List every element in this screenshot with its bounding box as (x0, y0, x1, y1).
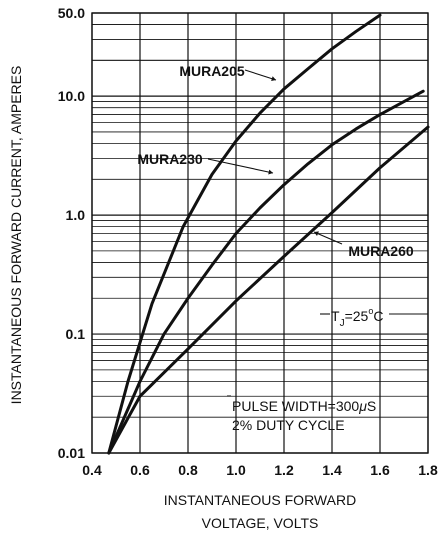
y-tick-label: 10.0 (58, 88, 85, 104)
series-label-mura230: MURA230 (137, 151, 203, 167)
label-layer: 0.4 0.6 0.8 1.0 1.2 1.4 1.6 1.8 0.01 0.1 1.0 10.0 50… (8, 5, 438, 531)
series-leader-mura230 (207, 158, 274, 174)
temperature-subscript: J (340, 318, 345, 329)
x-tick-label: 1.2 (274, 462, 294, 478)
series-leader-mura205 (244, 69, 277, 81)
series-line-mura260 (107, 125, 430, 455)
temperature-annotation: TJ=25oC (331, 306, 383, 329)
x-tick-label: 0.6 (130, 462, 150, 478)
pulse-width-lead: PULSE WIDTH=300 (232, 398, 359, 414)
y-tick-label: 50.0 (58, 5, 85, 21)
pulse-width-symbol: μ (358, 398, 367, 414)
series-arrow-mura205 (271, 76, 276, 82)
y-axis-label: INSTANTANEOUS FORWARD CURRENT, AMPERES (8, 66, 24, 405)
series-line-mura230 (107, 89, 425, 455)
x-tick-label: 1.0 (226, 462, 246, 478)
temperature-label: TJ=25oC (331, 306, 383, 329)
x-axis-label-line-1: INSTANTANEOUS FORWARD (164, 492, 356, 508)
temperature-superscript: o (368, 306, 373, 316)
series-arrow-mura260 (314, 231, 319, 237)
x-tick-label: 1.8 (418, 462, 438, 478)
temperature-prefix: T (331, 308, 340, 324)
series-label-mura260: MURA260 (348, 243, 414, 259)
y-tick-label: 0.1 (66, 326, 86, 342)
series-layer (107, 13, 430, 455)
series-line-mura205 (107, 13, 382, 455)
x-tick-label: 0.8 (178, 462, 198, 478)
pulse-note-line-1: PULSE WIDTH=300μS (232, 398, 376, 414)
x-tick-label: 1.4 (322, 462, 342, 478)
temperature-value: =25 (345, 308, 369, 324)
temperature-suffix: C (373, 308, 383, 324)
series-arrow-mura230 (268, 169, 273, 175)
series-label-mura205: MURA205 (179, 63, 245, 79)
y-tick-label: 0.01 (58, 445, 85, 461)
series-leader-mura260 (313, 231, 343, 245)
pulse-width-tail: S (367, 398, 376, 414)
x-tick-label: 0.4 (82, 462, 102, 478)
pulse-note-annotation: PULSE WIDTH=300μS 2% DUTY CYCLE (232, 398, 376, 433)
pulse-note-line-2: 2% DUTY CYCLE (232, 417, 345, 433)
plot-frame (91, 12, 429, 454)
duty-cycle-lead: 2% DUTY CYCLE (232, 417, 345, 433)
y-tick-label: 1.0 (66, 207, 86, 223)
x-tick-label: 1.6 (370, 462, 390, 478)
x-axis-label-line-2: VOLTAGE, VOLTS (202, 515, 319, 531)
grid-layer (91, 12, 429, 454)
